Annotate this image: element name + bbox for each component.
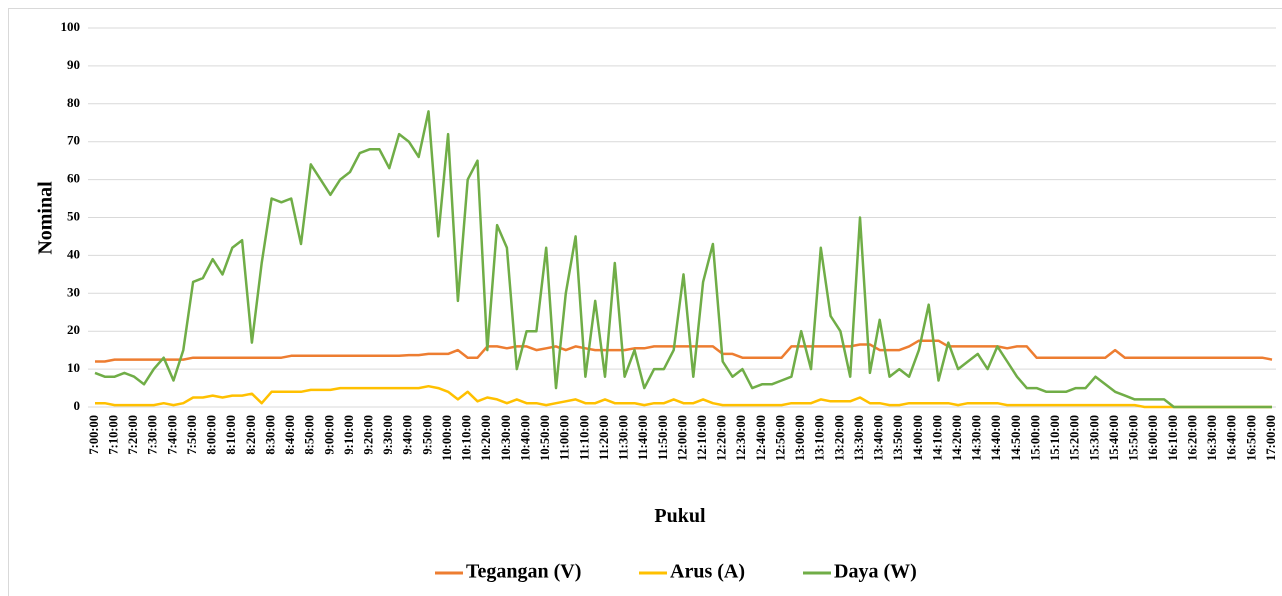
x-tick-label: 9:40:00 (401, 415, 415, 455)
x-tick-label: 14:50:00 (1009, 415, 1023, 461)
x-tick-label: 7:00:00 (87, 415, 101, 455)
x-tick-label: 14:20:00 (950, 415, 964, 461)
x-tick-label: 11:20:00 (597, 415, 611, 460)
x-tick-label: 13:30:00 (852, 415, 866, 461)
x-tick-label: 14:10:00 (930, 415, 944, 461)
series-line (95, 384, 1272, 409)
x-tick-label: 14:40:00 (989, 415, 1003, 461)
x-tick-label: 12:00:00 (675, 415, 689, 461)
x-tick-label: 10:00:00 (440, 415, 454, 461)
x-tick-label: 15:30:00 (1087, 415, 1101, 461)
x-tick-label: 11:30:00 (617, 415, 631, 460)
y-tick-label: 10 (67, 360, 80, 375)
x-tick-label: 7:10:00 (106, 415, 120, 455)
legend-label: Arus (A) (670, 561, 745, 583)
x-tick-label: 10:40:00 (518, 415, 532, 461)
x-tick-label: 9:30:00 (381, 415, 395, 455)
y-tick-label: 50 (67, 208, 80, 223)
x-tick-label: 12:30:00 (734, 415, 748, 461)
x-tick-label: 13:40:00 (872, 415, 886, 461)
y-tick-label: 0 (74, 398, 81, 413)
y-tick-label: 30 (67, 284, 80, 299)
x-tick-label: 9:50:00 (420, 415, 434, 455)
x-tick-label: 7:40:00 (165, 415, 179, 455)
x-tick-label: 12:10:00 (695, 415, 709, 461)
x-tick-label: 7:50:00 (185, 415, 199, 455)
x-tick-label: 16:50:00 (1244, 415, 1258, 461)
x-tick-label: 7:30:00 (146, 415, 160, 455)
y-tick-label: 90 (67, 57, 80, 72)
x-tick-label: 15:50:00 (1127, 415, 1141, 461)
x-tick-label: 16:30:00 (1205, 415, 1219, 461)
x-tick-label: 8:10:00 (224, 415, 238, 455)
x-tick-label: 14:30:00 (970, 415, 984, 461)
x-tick-label: 16:00:00 (1146, 415, 1160, 461)
legend-label: Daya (W) (834, 561, 917, 583)
y-tick-label: 20 (67, 322, 80, 337)
x-tick-label: 8:50:00 (303, 415, 317, 455)
x-tick-label: 15:00:00 (1028, 415, 1042, 461)
x-axis-title: Pukul (654, 505, 706, 527)
x-tick-label: 12:50:00 (773, 415, 787, 461)
y-tick-label: 70 (67, 133, 80, 148)
x-tick-label: 10:30:00 (499, 415, 513, 461)
x-tick-label: 8:30:00 (263, 415, 277, 455)
y-tick-label: 80 (67, 95, 80, 110)
x-tick-label: 11:50:00 (656, 415, 670, 460)
x-tick-label: 13:20:00 (832, 415, 846, 461)
x-tick-label: 11:10:00 (577, 415, 591, 460)
y-axis-title: Nominal (35, 181, 57, 255)
x-tick-label: 15:40:00 (1107, 415, 1121, 461)
chart-border (8, 8, 1282, 596)
series-line (95, 339, 1273, 363)
x-tick-label: 14:00:00 (911, 415, 925, 461)
x-tick-label: 9:10:00 (342, 415, 356, 455)
x-tick-label: 9:20:00 (362, 415, 376, 455)
x-tick-label: 13:50:00 (891, 415, 905, 461)
x-tick-label: 8:00:00 (205, 415, 219, 455)
x-tick-label: 17:00:00 (1264, 415, 1278, 461)
x-tick-label: 12:20:00 (715, 415, 729, 461)
series-line (94, 110, 1272, 409)
x-tick-label: 9:00:00 (322, 415, 336, 455)
x-tick-label: 11:40:00 (636, 415, 650, 460)
x-tick-label: 16:20:00 (1185, 415, 1199, 461)
y-tick-label: 100 (61, 19, 81, 34)
x-tick-label: 13:10:00 (813, 415, 827, 461)
x-tick-label: 15:20:00 (1068, 415, 1082, 461)
x-tick-label: 8:20:00 (244, 415, 258, 455)
x-tick-label: 10:10:00 (460, 415, 474, 461)
x-tick-label: 10:50:00 (538, 415, 552, 461)
y-tick-label: 40 (67, 246, 80, 261)
x-tick-label: 10:20:00 (479, 415, 493, 461)
x-tick-label: 16:40:00 (1225, 415, 1239, 461)
x-tick-label: 16:10:00 (1166, 415, 1180, 461)
x-tick-label: 11:00:00 (558, 415, 572, 460)
x-tick-label: 12:40:00 (754, 415, 768, 461)
y-tick-label: 60 (67, 171, 80, 186)
x-tick-label: 15:10:00 (1048, 415, 1062, 461)
x-tick-label: 7:20:00 (126, 415, 140, 455)
x-tick-label: 8:40:00 (283, 415, 297, 455)
x-tick-label: 13:00:00 (793, 415, 807, 461)
legend-label: Tegangan (V) (466, 561, 581, 583)
